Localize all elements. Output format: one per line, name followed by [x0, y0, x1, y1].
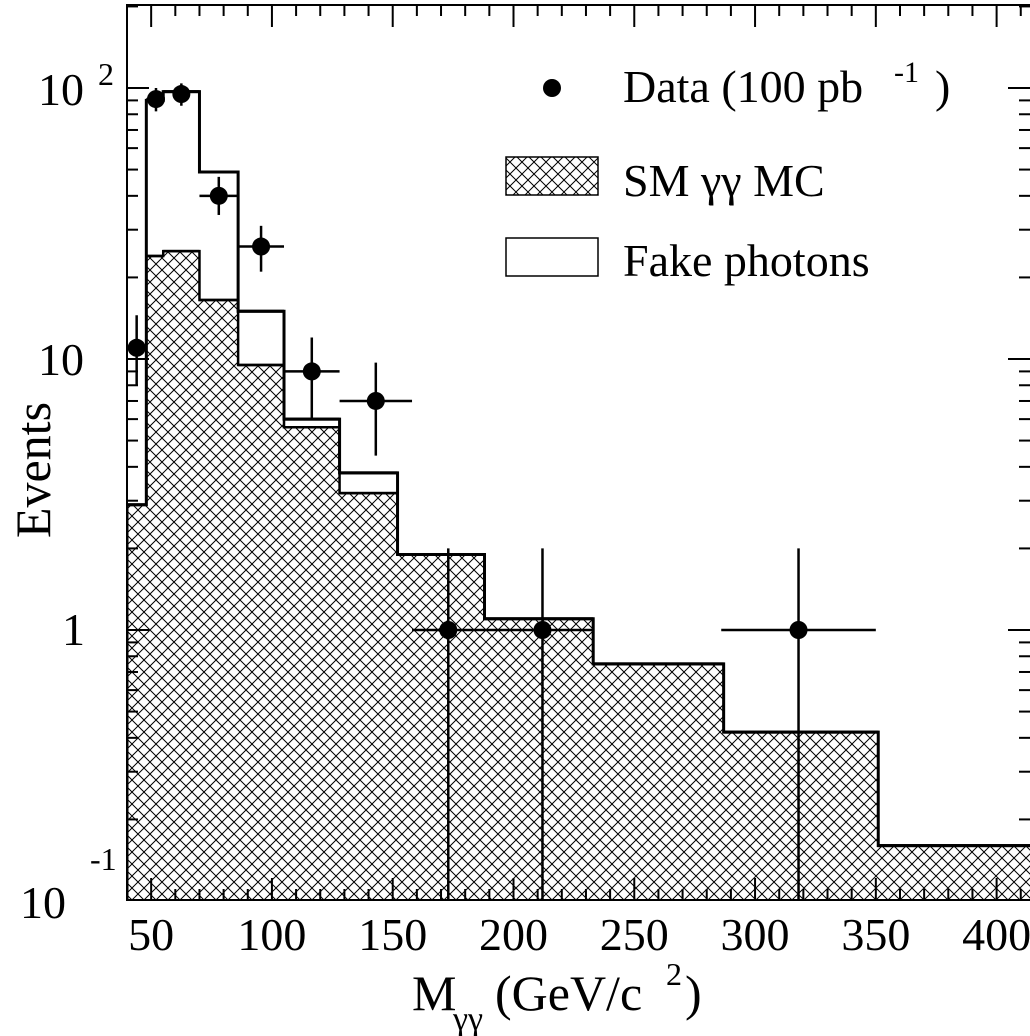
legend-sm-mc-label: SM γγ MC — [623, 155, 825, 206]
legend-sm-mc-swatch — [505, 156, 599, 196]
data-point-marker — [366, 391, 385, 410]
data-point-marker — [209, 186, 228, 205]
x-tick-label: 350 — [841, 909, 910, 960]
data-point-marker — [127, 338, 146, 357]
y-tick-label-100: 10 2 — [38, 56, 114, 115]
y-tick-label-10: 10 — [38, 334, 84, 385]
x-axis-title-unit-sup: 2 — [666, 956, 682, 992]
plot-content — [127, 83, 1030, 900]
legend-data-marker — [543, 79, 561, 97]
x-axis-title-main: M — [412, 965, 456, 1021]
data-point — [127, 315, 146, 386]
data-point — [412, 548, 485, 900]
data-point-marker — [789, 621, 808, 639]
plot-frame — [126, 4, 1030, 901]
axis-ticks — [126, 5, 1030, 900]
x-tick-label: 250 — [600, 909, 669, 960]
data-point — [172, 83, 191, 106]
x-axis-title-unit: (GeV/c — [495, 965, 642, 1021]
y-tick-base: 10 — [38, 64, 84, 115]
y-tick-base: 10 — [20, 877, 66, 928]
data-point — [721, 548, 876, 900]
data-point — [238, 225, 285, 272]
data-point — [146, 88, 165, 112]
legend-entry-fake: Fake photons — [505, 235, 870, 286]
x-tick-label: 400 — [962, 909, 1030, 960]
data-point-marker — [146, 90, 165, 109]
y-tick-exp: -1 — [90, 841, 117, 877]
data-point-marker — [302, 362, 321, 381]
x-tick-label: 300 — [721, 909, 790, 960]
legend-data-label: Data (100 pb — [623, 61, 863, 112]
legend-entry-data: Data (100 pb -1 ) — [543, 56, 950, 112]
y-tick-base: 10 — [38, 334, 84, 385]
x-axis-title-sub: γγ — [452, 1001, 483, 1036]
x-axis-title: M γγ (GeV/c 2 ) — [412, 956, 702, 1036]
x-tick-label: 200 — [479, 909, 548, 960]
data-point — [339, 362, 413, 456]
data-point-marker — [439, 621, 458, 639]
plot-area — [127, 83, 1030, 900]
data-point-marker — [533, 621, 552, 639]
legend-fake-swatch — [505, 237, 599, 277]
x-tick-labels: 50 100 150 200 250 300 350 400 — [128, 909, 1030, 960]
y-tick-exp: 2 — [98, 56, 114, 92]
y-axis-title: Events — [5, 402, 61, 538]
y-tick-label-0.1: 10 -1 — [20, 841, 117, 928]
data-point-marker — [172, 85, 191, 104]
x-tick-label: 50 — [128, 909, 174, 960]
data-point-marker — [252, 237, 271, 256]
sm-mc-hatch — [127, 251, 1030, 900]
data-point — [199, 176, 239, 215]
legend-fake-label: Fake photons — [623, 235, 870, 286]
x-tick-label: 100 — [237, 909, 306, 960]
y-tick-label-1: 1 — [62, 604, 85, 655]
x-tick-label: 150 — [358, 909, 427, 960]
data-point — [484, 548, 594, 900]
legend-data-label-sup: -1 — [894, 56, 919, 89]
legend-data-label-suffix: ) — [935, 61, 950, 112]
legend: Data (100 pb -1 ) SM γγ MC Fake photons — [505, 56, 950, 286]
data-point — [284, 337, 340, 420]
x-axis-title-unit-close: ) — [685, 965, 702, 1021]
y-tick-base: 1 — [62, 604, 85, 655]
legend-entry-sm-mc: SM γγ MC — [505, 155, 825, 206]
